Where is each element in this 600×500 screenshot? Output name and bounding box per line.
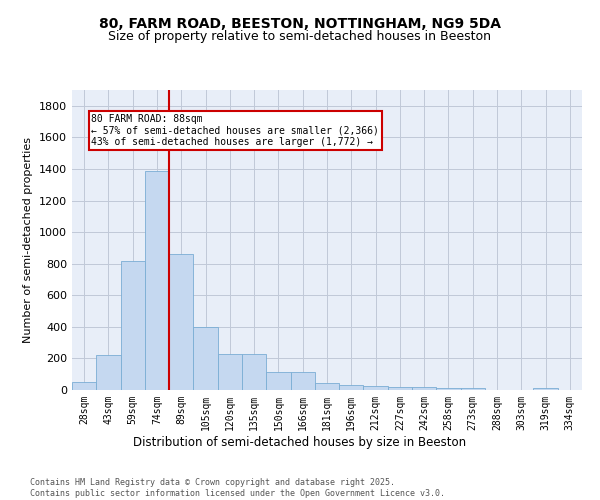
Bar <box>315 383 339 390</box>
Text: 80, FARM ROAD, BEESTON, NOTTINGHAM, NG9 5DA: 80, FARM ROAD, BEESTON, NOTTINGHAM, NG9 … <box>99 18 501 32</box>
Bar <box>339 386 364 390</box>
Bar <box>461 388 485 390</box>
Bar <box>436 388 461 390</box>
Bar <box>364 386 388 390</box>
Bar <box>412 387 436 390</box>
Text: 80 FARM ROAD: 88sqm
← 57% of semi-detached houses are smaller (2,366)
43% of sem: 80 FARM ROAD: 88sqm ← 57% of semi-detach… <box>91 114 379 147</box>
Bar <box>533 388 558 390</box>
Bar <box>388 387 412 390</box>
Bar <box>242 354 266 390</box>
Text: Distribution of semi-detached houses by size in Beeston: Distribution of semi-detached houses by … <box>133 436 467 449</box>
Bar <box>169 254 193 390</box>
Bar <box>121 260 145 390</box>
Bar <box>72 382 96 390</box>
Y-axis label: Number of semi-detached properties: Number of semi-detached properties <box>23 137 34 343</box>
Text: Size of property relative to semi-detached houses in Beeston: Size of property relative to semi-detach… <box>109 30 491 43</box>
Bar <box>145 170 169 390</box>
Bar <box>290 372 315 390</box>
Bar <box>266 372 290 390</box>
Bar <box>96 356 121 390</box>
Text: Contains HM Land Registry data © Crown copyright and database right 2025.
Contai: Contains HM Land Registry data © Crown c… <box>30 478 445 498</box>
Bar <box>218 354 242 390</box>
Bar <box>193 327 218 390</box>
